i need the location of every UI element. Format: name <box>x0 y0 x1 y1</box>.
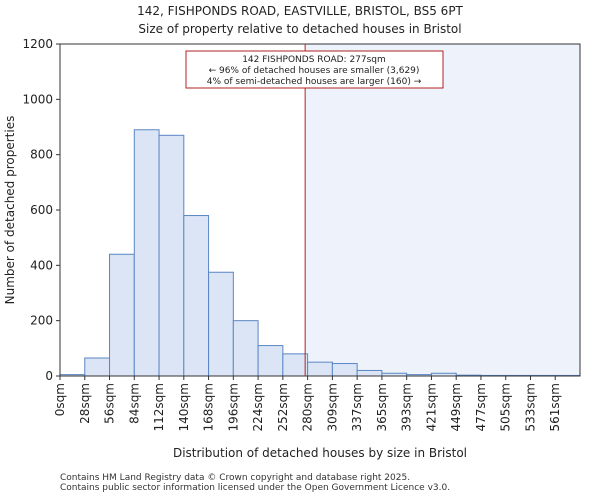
x-tick-label-84sqm: 84sqm <box>127 383 141 424</box>
bar-84sqm <box>133 129 160 377</box>
larger-region-highlight <box>305 44 580 376</box>
x-tick-label-421sqm: 421sqm <box>424 383 438 431</box>
x-tick-label-28sqm: 28sqm <box>78 383 92 424</box>
bar-196sqm <box>232 320 259 377</box>
y-tick-label-600: 600 <box>30 203 53 217</box>
annotation-line-3: 4% of semi-detached houses are larger (1… <box>207 77 422 87</box>
x-tick-label-449sqm: 449sqm <box>449 383 463 431</box>
y-tick-label-200: 200 <box>30 314 53 328</box>
x-tick-label-0sqm: 0sqm <box>53 383 67 416</box>
x-axis: 0sqm 28sqm 56sqm 84sqm 112sqm 140sqm 168sqm 196… <box>53 376 562 431</box>
bar-280sqm <box>307 361 333 377</box>
bar-56sqm <box>109 253 135 377</box>
bar-252sqm <box>282 353 309 377</box>
chart-subtitle: Size of property relative to detached ho… <box>138 22 461 36</box>
x-tick-label-561sqm: 561sqm <box>548 383 562 431</box>
x-tick-label-140sqm: 140sqm <box>177 383 191 431</box>
x-axis-label: Distribution of detached houses by size … <box>173 446 467 460</box>
chart-title: 142, FISHPONDS ROAD, EASTVILLE, BRISTOL,… <box>137 4 463 18</box>
y-tick-label-0: 0 <box>45 369 53 383</box>
bar-224sqm <box>257 345 284 377</box>
bar-337sqm <box>356 369 383 377</box>
bar-112sqm <box>158 134 185 377</box>
footer-line-1: Contains HM Land Registry data © Crown c… <box>60 473 411 483</box>
annotation-line-1: 142 FISHPONDS ROAD: 277sqm <box>242 55 386 65</box>
footer-line-2: Contains public sector information licen… <box>60 483 451 493</box>
footer: Contains HM Land Registry data © Crown c… <box>60 473 450 493</box>
x-tick-label-365sqm: 365sqm <box>375 383 389 431</box>
x-tick-label-112sqm: 112sqm <box>152 383 166 431</box>
x-tick-label-280sqm: 280sqm <box>301 383 315 431</box>
x-tick-label-477sqm: 477sqm <box>474 383 488 431</box>
y-tick-label-1000: 1000 <box>22 92 53 106</box>
y-tick-label-800: 800 <box>30 148 53 162</box>
x-tick-label-252sqm: 252sqm <box>276 383 290 431</box>
y-tick-label-1200: 1200 <box>22 37 53 51</box>
x-tick-label-196sqm: 196sqm <box>226 383 240 431</box>
x-tick-label-505sqm: 505sqm <box>499 383 513 431</box>
bar-168sqm <box>208 271 234 377</box>
x-tick-label-224sqm: 224sqm <box>251 383 265 431</box>
x-tick-label-393sqm: 393sqm <box>400 383 414 431</box>
x-tick-label-309sqm: 309sqm <box>325 383 339 431</box>
x-tick-label-337sqm: 337sqm <box>350 383 364 431</box>
x-tick-label-533sqm: 533sqm <box>523 383 537 431</box>
annotation-line-2: ← 96% of detached houses are smaller (3,… <box>209 66 420 76</box>
x-tick-label-168sqm: 168sqm <box>202 383 216 431</box>
bar-28sqm <box>84 357 111 377</box>
y-tick-label-400: 400 <box>30 258 53 272</box>
bar-140sqm <box>183 215 210 377</box>
y-axis-label: Number of detached properties <box>3 116 17 305</box>
bar-series <box>59 129 581 377</box>
y-axis: 0 200 400 600 800 1000 1200 <box>22 37 60 383</box>
annotation-box: 142 FISHPONDS ROAD: 277sqm ← 96% of deta… <box>185 50 444 89</box>
bar-309sqm <box>331 363 358 377</box>
x-tick-label-56sqm: 56sqm <box>103 383 117 424</box>
